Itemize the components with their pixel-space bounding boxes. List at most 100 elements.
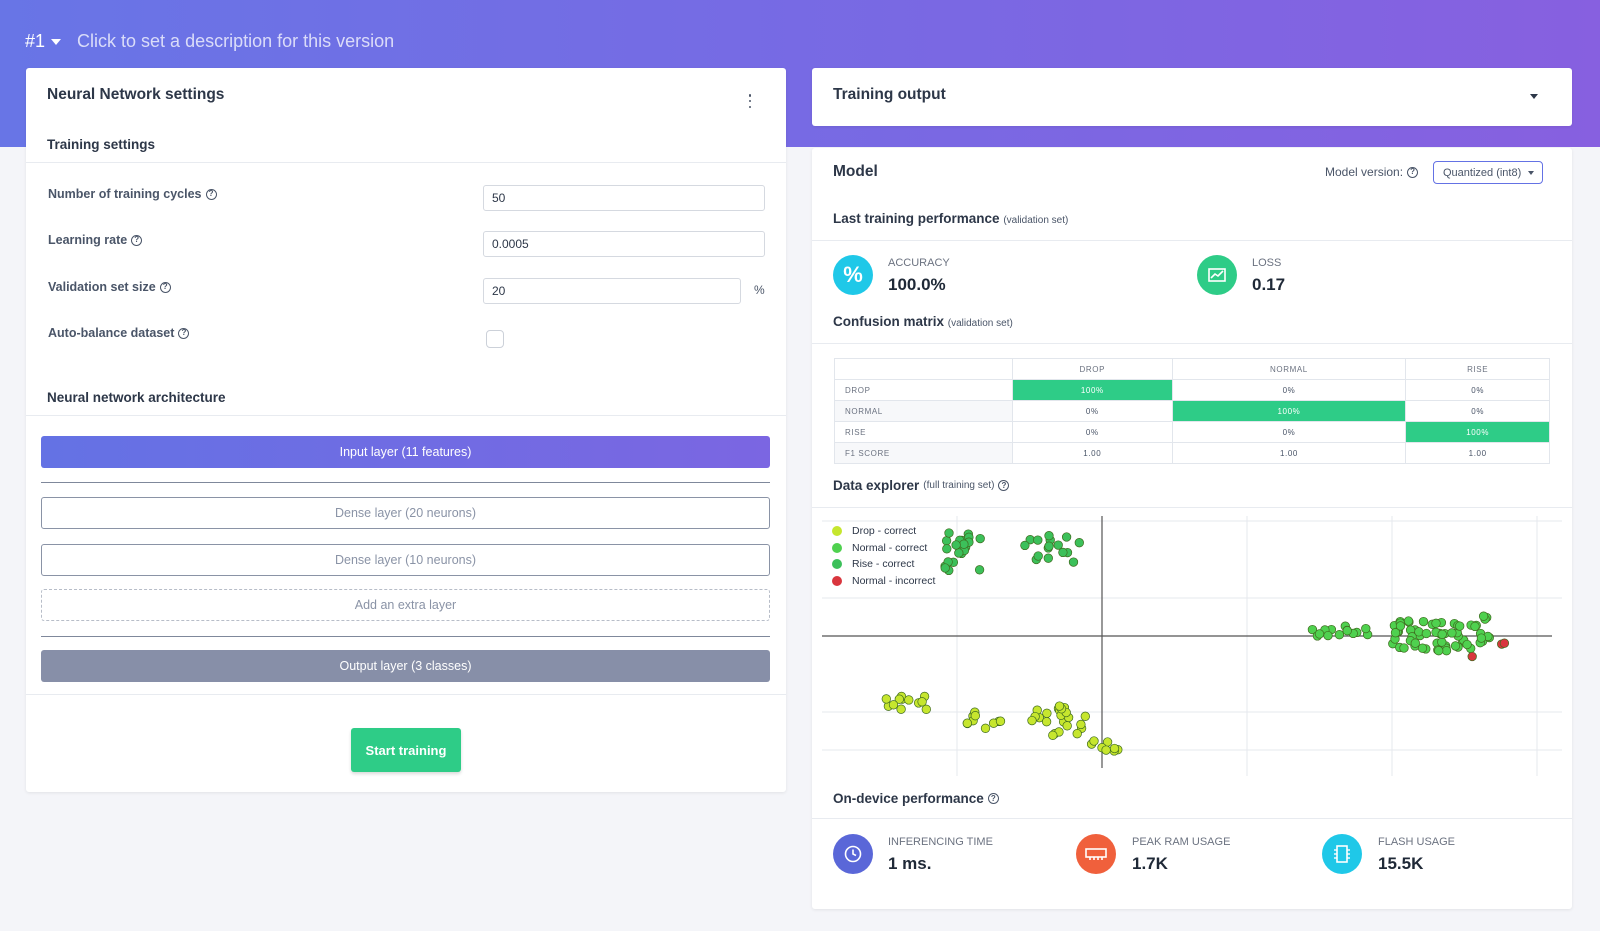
help-icon[interactable]: ?: [987, 793, 999, 804]
scatter-point: [1314, 629, 1325, 639]
data-explorer-title: Data explorer (full training set) ?: [833, 478, 1010, 493]
legend-dot: [832, 542, 842, 553]
chevron-down-icon[interactable]: [1530, 94, 1538, 99]
percent-icon: %: [833, 255, 873, 295]
legend-item[interactable]: Normal - incorrect: [832, 573, 935, 590]
architecture-title: Neural network architecture: [47, 390, 226, 405]
scatter-point: [1101, 745, 1111, 755]
output-layer[interactable]: Output layer (3 classes): [41, 650, 770, 682]
model-card: Model Model version: ? Quantized (int8) …: [812, 148, 1572, 909]
auto-balance-label: Auto-balance dataset ?: [48, 326, 190, 340]
flash-value: 15.5K: [1378, 854, 1424, 873]
chart-line-icon: [1197, 255, 1237, 295]
scatter-point: [1042, 708, 1052, 718]
help-icon[interactable]: ?: [131, 234, 143, 246]
auto-balance-label-text: Auto-balance dataset: [48, 326, 175, 340]
more-options-icon[interactable]: [748, 94, 752, 108]
ram-label: PEAK RAM USAGE: [1132, 836, 1231, 848]
row-header: RISE: [834, 421, 1013, 443]
model-version-select[interactable]: Quantized (int8): [1433, 161, 1543, 184]
data-explorer-subtitle: (full training set): [923, 480, 995, 491]
help-icon[interactable]: ?: [998, 480, 1010, 491]
help-icon[interactable]: ?: [1407, 166, 1419, 178]
scatter-point: [1080, 711, 1090, 721]
scatter-point: [896, 704, 906, 714]
training-cycles-label: Number of training cycles ?: [48, 187, 217, 201]
scatter-point: [1027, 715, 1037, 726]
scatter-point: [944, 528, 954, 538]
scatter-point: [1361, 623, 1371, 634]
add-layer-button[interactable]: Add an extra layer: [41, 589, 770, 621]
auto-balance-checkbox[interactable]: [486, 330, 504, 348]
table-cell: 100%: [1405, 421, 1550, 443]
scatter-point: [1068, 557, 1079, 567]
scatter-point: [921, 704, 931, 714]
divider: [26, 415, 786, 416]
version-description[interactable]: Click to set a description for this vers…: [77, 30, 395, 51]
scatter-point: [1395, 621, 1406, 631]
axes: [822, 516, 1552, 768]
table-cell: 0%: [1171, 379, 1407, 401]
model-version-label-text: Model version:: [1325, 165, 1404, 179]
scatter-point: [1061, 532, 1072, 542]
version-selector[interactable]: #1: [25, 31, 62, 52]
divider: [26, 162, 786, 163]
scatter-point: [1467, 651, 1477, 662]
table-row: RISE 0% 0% 100%: [834, 421, 1550, 443]
divider: [812, 343, 1572, 344]
table-header-cell: NORMAL: [1171, 358, 1407, 380]
help-icon[interactable]: ?: [178, 327, 190, 339]
scatter-point: [881, 694, 891, 704]
scatter-point: [917, 697, 927, 707]
confusion-subtitle: (validation set): [947, 318, 1013, 329]
model-title: Model: [833, 163, 878, 180]
data-explorer-scatter[interactable]: [822, 516, 1562, 776]
scatter-point: [1399, 643, 1409, 653]
table-cell: 1.00: [1405, 442, 1550, 464]
scatter-point: [975, 533, 985, 544]
training-cycles-input[interactable]: [483, 185, 765, 211]
dense-layer-2[interactable]: Dense layer (10 neurons): [41, 544, 770, 576]
legend-item[interactable]: Drop - correct: [832, 523, 935, 540]
learning-rate-label: Learning rate ?: [48, 233, 143, 247]
start-training-button[interactable]: Start training: [351, 728, 461, 772]
help-icon[interactable]: ?: [159, 281, 171, 293]
scatter-point: [942, 544, 952, 554]
legend-label: Normal - incorrect: [852, 574, 936, 587]
legend-item[interactable]: Normal - correct: [832, 540, 935, 557]
scatter-point: [1033, 535, 1043, 545]
scatter-point: [1074, 538, 1084, 548]
table-header-corner: [834, 358, 1013, 380]
scatter-point: [1470, 621, 1480, 632]
table-cell: 0%: [1171, 421, 1407, 443]
scatter-point: [1041, 717, 1052, 727]
dense-layer-1[interactable]: Dense layer (20 neurons): [41, 497, 770, 529]
chip-icon: [1322, 834, 1362, 874]
table-header-cell: RISE: [1405, 358, 1550, 380]
scatter-point: [1441, 646, 1452, 656]
legend-label: Rise - correct: [852, 558, 915, 571]
validation-size-label: Validation set size ?: [48, 280, 171, 294]
input-layer[interactable]: Input layer (11 features): [41, 436, 770, 468]
scatter-point: [1403, 616, 1414, 626]
training-output-card[interactable]: Training output: [812, 68, 1572, 126]
learning-rate-input[interactable]: [483, 231, 765, 257]
scatter-point: [951, 540, 961, 550]
training-settings-title: Training settings: [47, 137, 156, 152]
scatter-point: [1062, 721, 1072, 731]
help-icon[interactable]: ?: [205, 188, 217, 200]
scatter-point: [1476, 633, 1487, 643]
scatter-point: [1053, 540, 1063, 550]
table-cell: 0%: [1405, 379, 1550, 401]
scatter-point: [1334, 630, 1345, 640]
table-cell: 100%: [1012, 379, 1173, 401]
scatter-point: [1418, 616, 1429, 627]
scatter-point: [1089, 736, 1099, 746]
table-cell: 1.00: [1171, 442, 1407, 464]
version-bar: #1 Click to set a description for this v…: [25, 28, 394, 54]
scatter-legend: Drop - correct Normal - correct Rise - c…: [832, 523, 935, 589]
legend-item[interactable]: Rise - correct: [832, 556, 935, 573]
validation-size-input[interactable]: [483, 278, 741, 304]
scatter-point: [959, 539, 969, 549]
loss-value: 0.17: [1252, 275, 1286, 294]
